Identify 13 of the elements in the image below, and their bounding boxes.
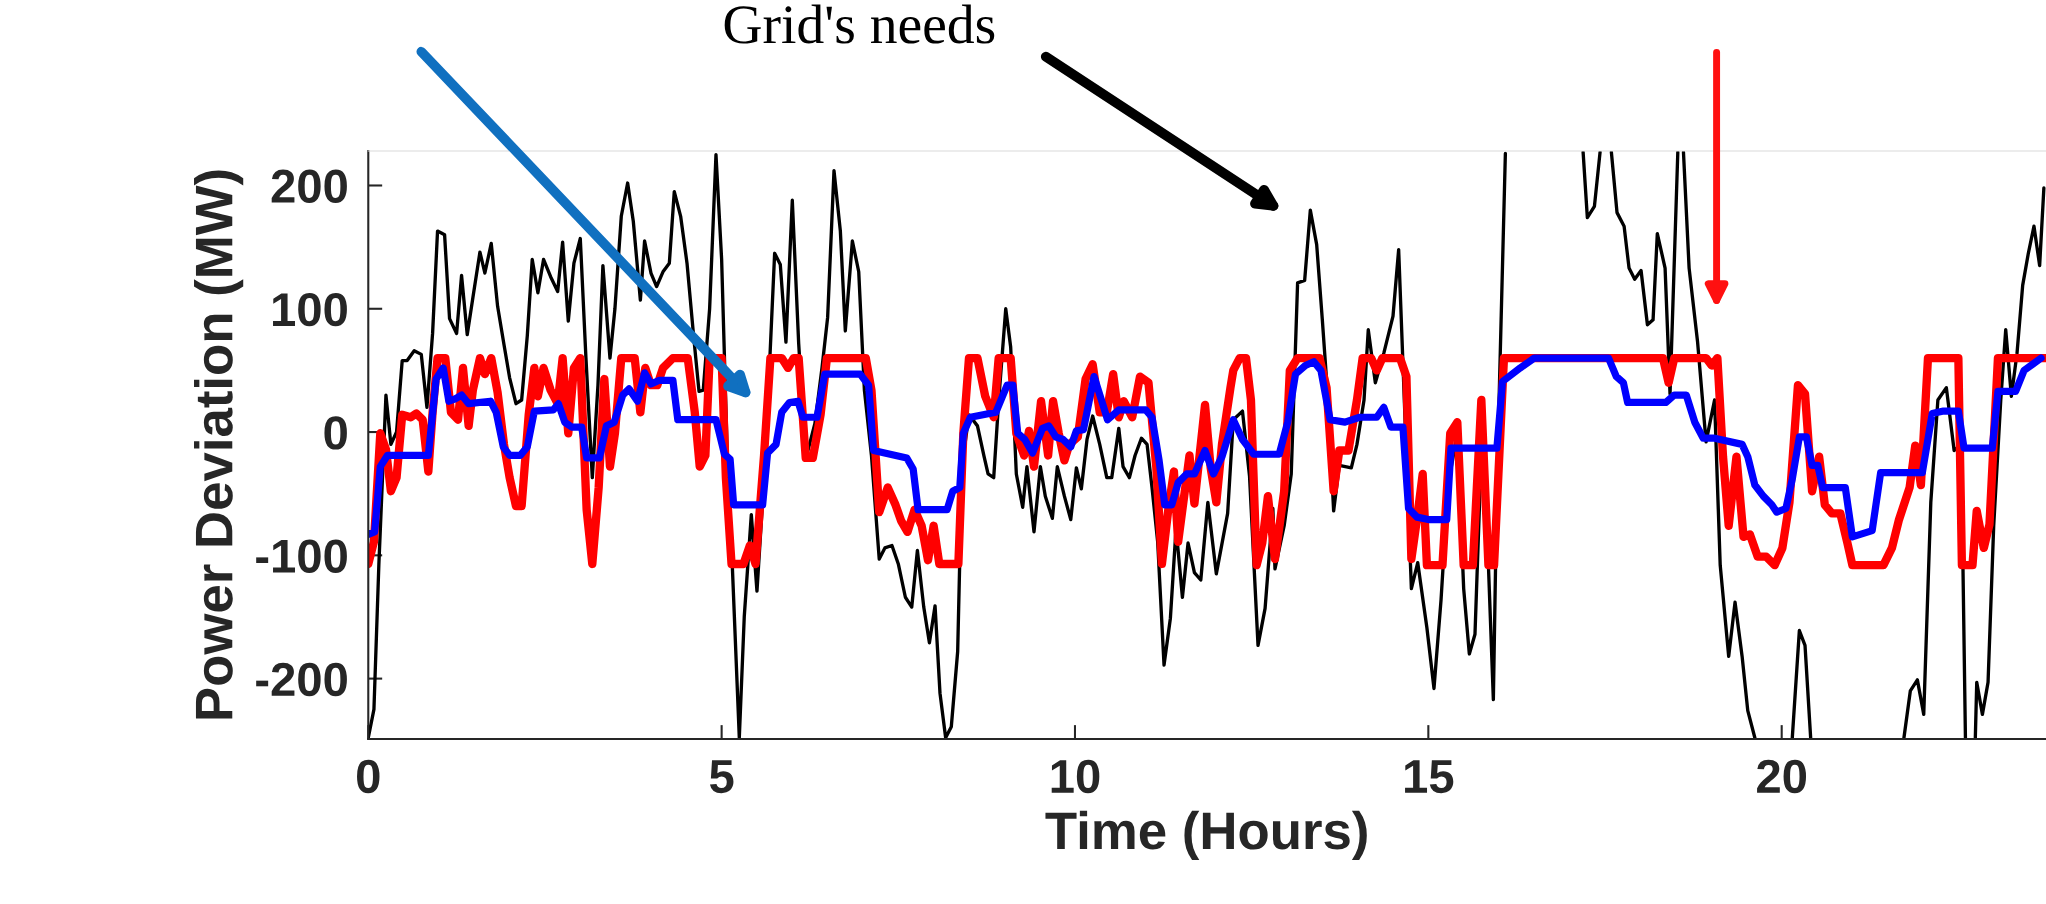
y-tick-label: 0 bbox=[324, 416, 347, 450]
y-tick-label: 100 bbox=[273, 292, 347, 327]
x-tick-label: 0 bbox=[357, 759, 380, 794]
x-tick-label: 10 bbox=[1051, 759, 1100, 794]
y-axis-title: Power Deviation (MW) bbox=[194, 170, 244, 719]
x-tick-label: 5 bbox=[709, 760, 734, 794]
x-axis-title: Time (Hours) bbox=[1045, 810, 1367, 861]
y-tick-label: -100 bbox=[256, 539, 347, 573]
y-tick-label: -200 bbox=[256, 662, 347, 697]
y-tick-label: 200 bbox=[271, 169, 347, 204]
x-tick-label: 15 bbox=[1405, 760, 1454, 794]
chart-title: Grid's needs bbox=[724, 4, 995, 44]
x-tick-label: 20 bbox=[1757, 759, 1807, 794]
